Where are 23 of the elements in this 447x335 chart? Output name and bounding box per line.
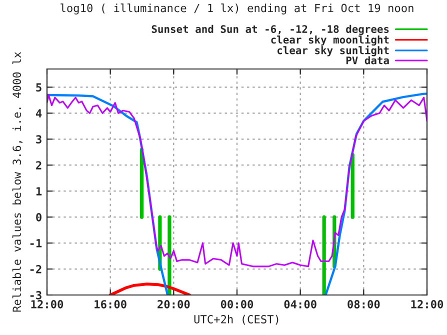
- legend-label: PV data: [346, 56, 389, 64]
- y-tick-label: 4: [36, 109, 42, 118]
- y-tick-label: -2: [30, 265, 42, 274]
- legend-label: clear sky moonlight: [271, 35, 389, 46]
- y-tick-label: 5: [36, 83, 42, 92]
- y-tick-label: -1: [30, 239, 42, 248]
- y-tick-label: 1: [36, 187, 42, 196]
- x-axis-title: UTC+2h (CEST): [194, 314, 278, 325]
- x-tick-label: 12:00: [411, 300, 444, 308]
- x-tick-label: 12:00: [31, 300, 64, 308]
- y-tick-label: 0: [36, 213, 42, 222]
- y-axis-title: Reliable values below 3.6, i.e. 4000 lx: [12, 52, 22, 312]
- x-tick-label: 16:00: [94, 300, 126, 308]
- x-tick-label: 20:00: [158, 300, 190, 308]
- y-tick-label: 2: [36, 161, 42, 170]
- y-tick-label: 3: [36, 135, 42, 144]
- x-tick-label: 04:00: [284, 300, 316, 308]
- y-tick-label: -3: [30, 290, 42, 300]
- x-tick-label: 00:00: [220, 300, 254, 308]
- legend-label: Sunset and Sun at -6, -12, -18 degrees: [152, 24, 389, 35]
- x-tick-label: 08:00: [348, 300, 380, 308]
- chart-title: log10 ( illuminance / 1 lx) ending at Fri Oct 19 noon: [60, 4, 414, 14]
- legend-label: clear sky sunlight: [277, 46, 389, 56]
